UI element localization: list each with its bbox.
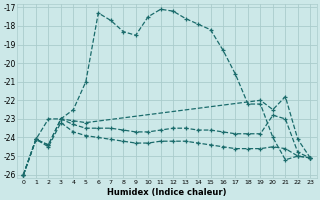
X-axis label: Humidex (Indice chaleur): Humidex (Indice chaleur) [107,188,227,197]
